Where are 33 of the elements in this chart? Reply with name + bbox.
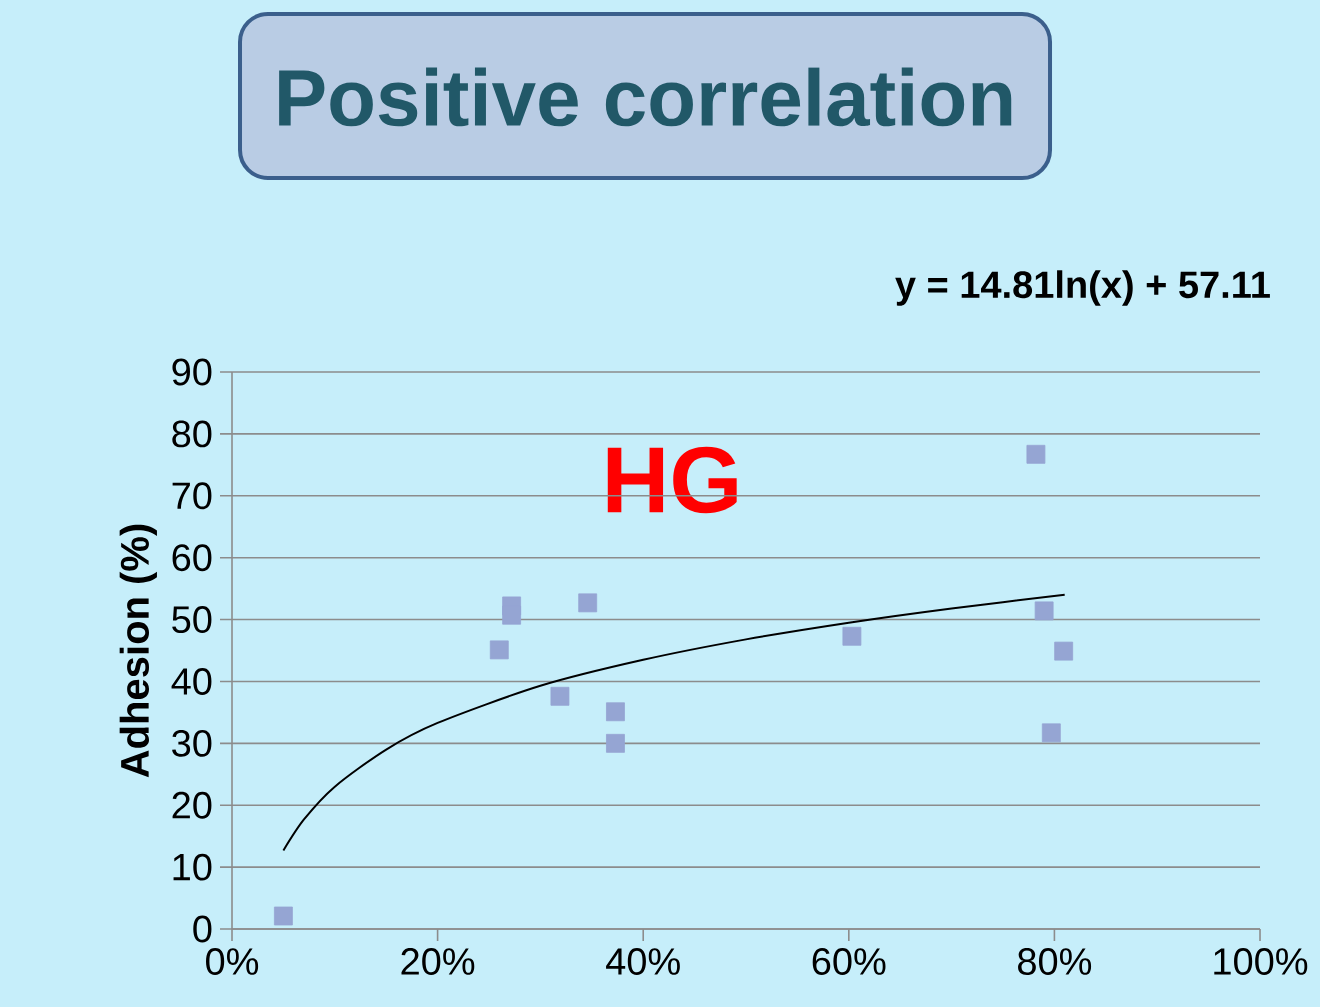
x-tick-label: 20% [401, 948, 475, 975]
point [606, 702, 625, 722]
x-tick-label: 60% [812, 948, 886, 975]
y-axis-title: Adhesion (%) [119, 524, 157, 778]
x-tick-label: 0% [206, 948, 259, 975]
x-tick-label: 80% [1018, 948, 1092, 975]
point [502, 605, 522, 625]
y-tick-label: 90 [172, 358, 212, 386]
y-tick-label: 0 [193, 915, 212, 943]
x-tick-label: 100% [1214, 948, 1308, 975]
point [1054, 641, 1074, 661]
point [1034, 601, 1054, 621]
y-tick-label: 80 [172, 420, 212, 448]
point [274, 906, 293, 926]
y-tick-label: 20 [172, 791, 212, 819]
point [550, 686, 570, 706]
x-tick-label: 40% [606, 948, 680, 975]
y-tick-label: 60 [172, 544, 212, 572]
y-tick-label: 40 [171, 667, 212, 695]
text: y = 14.81ln(x) + 57.11 [895, 270, 1270, 306]
point [578, 593, 598, 613]
y-tick-label: 70 [172, 482, 212, 510]
point [1026, 444, 1046, 464]
annotation: HG [607, 446, 737, 514]
point [606, 733, 625, 753]
point [489, 640, 509, 660]
point [1041, 723, 1061, 743]
point [842, 626, 862, 646]
chart-title: Positive correlation [279, 67, 1012, 127]
y-tick-label: 30 [172, 729, 212, 757]
line-series [282, 593, 1066, 852]
y-tick-label: 10 [173, 853, 212, 881]
y-tick-label: 50 [172, 606, 212, 634]
